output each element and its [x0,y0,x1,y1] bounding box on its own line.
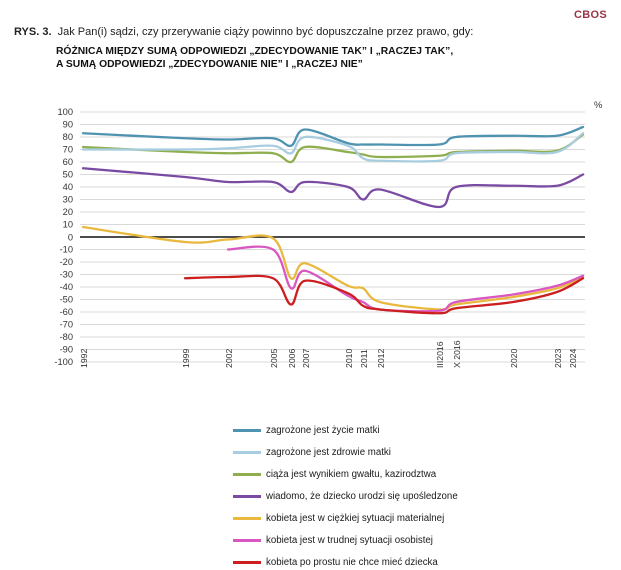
svg-text:80: 80 [63,132,73,142]
svg-text:60: 60 [63,157,73,167]
svg-text:2020: 2020 [509,349,519,368]
svg-text:-50: -50 [60,295,73,305]
svg-text:2007: 2007 [301,349,311,368]
svg-text:-90: -90 [60,345,73,355]
svg-text:-100: -100 [54,357,73,367]
svg-text:2010: 2010 [344,349,354,368]
svg-text:2012: 2012 [376,349,386,368]
svg-text:-60: -60 [60,307,73,317]
svg-text:40: 40 [63,182,73,192]
svg-text:1992: 1992 [79,349,89,368]
svg-text:%: % [594,100,603,111]
svg-text:2023: 2023 [553,349,563,368]
svg-text:-70: -70 [60,320,73,330]
svg-text:-80: -80 [60,332,73,342]
svg-text:-30: -30 [60,270,73,280]
svg-text:30: 30 [63,195,73,205]
svg-text:2002: 2002 [224,349,234,368]
svg-text:-20: -20 [60,257,73,267]
svg-text:2024: 2024 [568,349,578,368]
svg-text:III2016: III2016 [435,341,445,368]
svg-text:-10: -10 [60,245,73,255]
svg-text:1999: 1999 [181,349,191,368]
svg-text:20: 20 [63,207,73,217]
svg-text:100: 100 [57,107,73,117]
svg-text:0: 0 [68,233,73,243]
svg-text:70: 70 [63,145,73,155]
svg-text:2005: 2005 [269,349,279,368]
svg-text:-40: -40 [60,282,73,292]
svg-text:50: 50 [63,170,73,180]
svg-text:2006: 2006 [287,349,297,368]
svg-text:10: 10 [63,220,73,230]
svg-text:2011: 2011 [359,349,369,368]
svg-text:90: 90 [63,120,73,130]
svg-text:X 2016: X 2016 [452,340,462,368]
